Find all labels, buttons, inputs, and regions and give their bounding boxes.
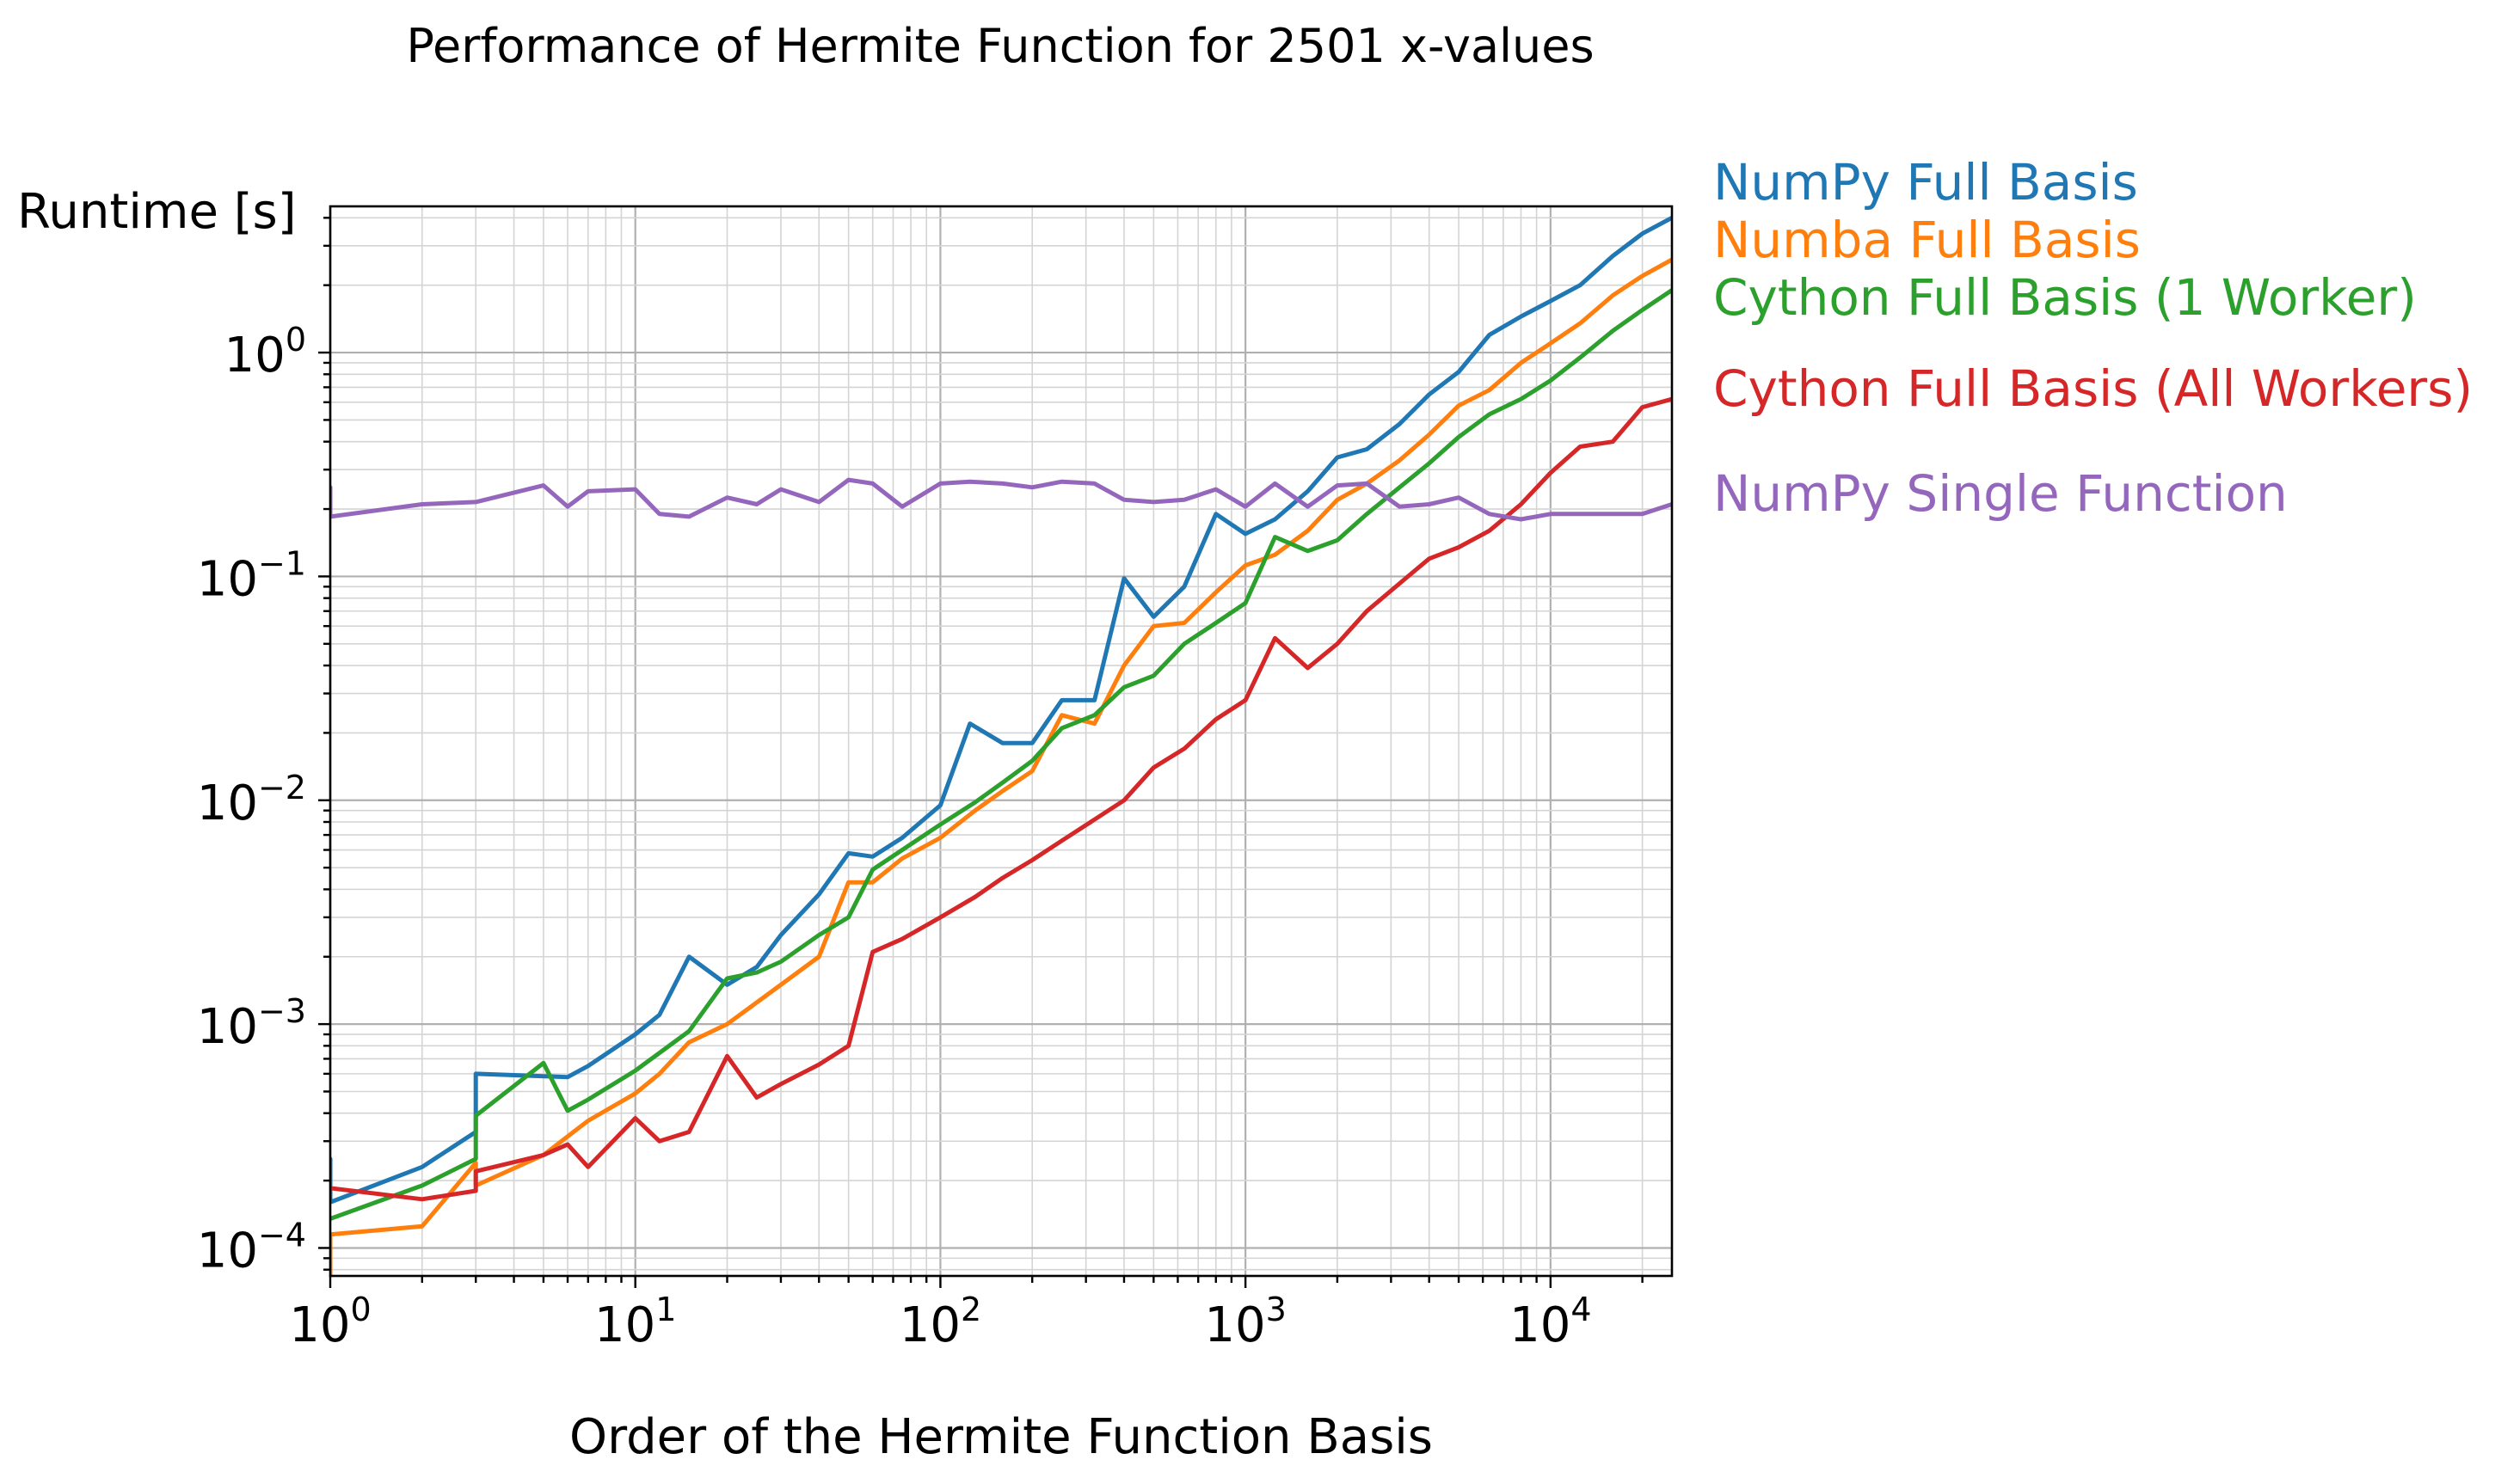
legend-entry-numpy-single-function: NumPy Single Function [1713,464,2288,523]
y-tick-label: 100 [224,321,306,383]
series-line-cython-full-basis-1-worker [330,288,1672,1221]
y-tick-label: 10−1 [197,544,306,607]
series-line-cython-full-basis-all-workers [330,396,1672,1202]
legend-entry-numpy-full-basis: NumPy Full Basis [1713,153,2138,212]
y-tick-label: 10−3 [197,992,306,1055]
x-tick-label: 103 [1204,1291,1286,1353]
y-tick-label: 10−4 [197,1216,306,1279]
legend-entry-cython-full-basis-all-workers: Cython Full Basis (All Workers) [1713,359,2473,418]
grid [329,206,1672,1276]
x-tick-labels: 100 101 102 103 104 [289,1291,1591,1353]
y-tick-labels: 10−4 10−3 10−2 10−1 100 [197,321,306,1279]
x-axis-label: Order of the Hermite Function Basis [569,1409,1433,1465]
series-line-numpy-full-basis [330,215,1672,1205]
series-line-numpy-single-function [330,477,1672,522]
plot-frame [329,205,1674,1278]
x-tick-label: 101 [594,1291,676,1353]
series-line-numba-full-basis [330,257,1672,1276]
y-tick-label: 10−2 [197,769,306,831]
legend-entry-numba-full-basis: Numba Full Basis [1713,211,2141,269]
x-tick-label: 100 [289,1291,371,1353]
x-tick-label: 104 [1509,1291,1591,1353]
tick-marks [318,217,1644,1288]
legend-entry-cython-full-basis-1-worker: Cython Full Basis (1 Worker) [1713,268,2417,327]
plot-area [330,215,1672,1276]
chart-title: Performance of Hermite Function for 2501… [406,19,1594,73]
y-axis-label: Runtime [s] [17,184,297,240]
series-lines [330,215,1672,1276]
x-tick-label: 102 [900,1291,981,1353]
